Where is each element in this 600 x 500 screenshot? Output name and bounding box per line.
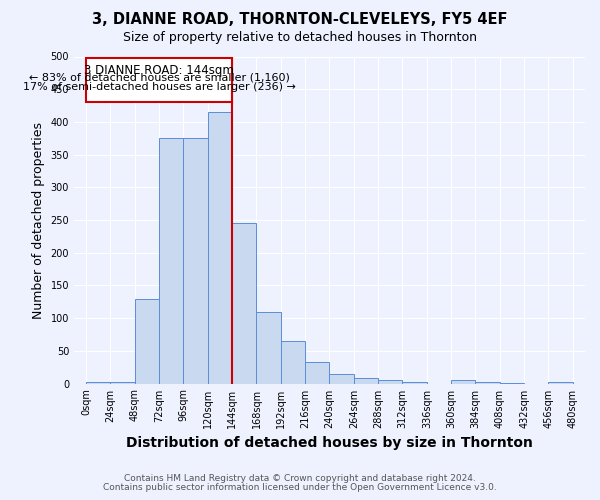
Text: Contains HM Land Registry data © Crown copyright and database right 2024.: Contains HM Land Registry data © Crown c… — [124, 474, 476, 483]
Y-axis label: Number of detached properties: Number of detached properties — [32, 122, 45, 318]
Bar — [378, 380, 403, 384]
Bar — [548, 382, 573, 384]
Bar — [329, 374, 354, 384]
Text: 17% of semi-detached houses are larger (236) →: 17% of semi-detached houses are larger (… — [23, 82, 296, 92]
Text: 3 DIANNE ROAD: 144sqm: 3 DIANNE ROAD: 144sqm — [84, 64, 234, 76]
Bar — [256, 312, 281, 384]
Bar — [475, 382, 500, 384]
Bar — [403, 382, 427, 384]
Bar — [281, 341, 305, 384]
Bar — [354, 378, 378, 384]
Text: Size of property relative to detached houses in Thornton: Size of property relative to detached ho… — [123, 31, 477, 44]
Text: Contains public sector information licensed under the Open Government Licence v3: Contains public sector information licen… — [103, 484, 497, 492]
Bar — [451, 380, 475, 384]
Bar — [110, 382, 135, 384]
Bar — [500, 383, 524, 384]
Bar — [135, 298, 159, 384]
X-axis label: Distribution of detached houses by size in Thornton: Distribution of detached houses by size … — [126, 436, 533, 450]
Bar — [232, 224, 256, 384]
Bar — [86, 382, 110, 384]
Bar — [208, 112, 232, 384]
Bar — [305, 362, 329, 384]
Text: 3, DIANNE ROAD, THORNTON-CLEVELEYS, FY5 4EF: 3, DIANNE ROAD, THORNTON-CLEVELEYS, FY5 … — [92, 12, 508, 28]
Text: ← 83% of detached houses are smaller (1,160): ← 83% of detached houses are smaller (1,… — [29, 73, 290, 83]
Bar — [159, 138, 184, 384]
Bar — [86, 58, 232, 102]
Bar — [184, 138, 208, 384]
